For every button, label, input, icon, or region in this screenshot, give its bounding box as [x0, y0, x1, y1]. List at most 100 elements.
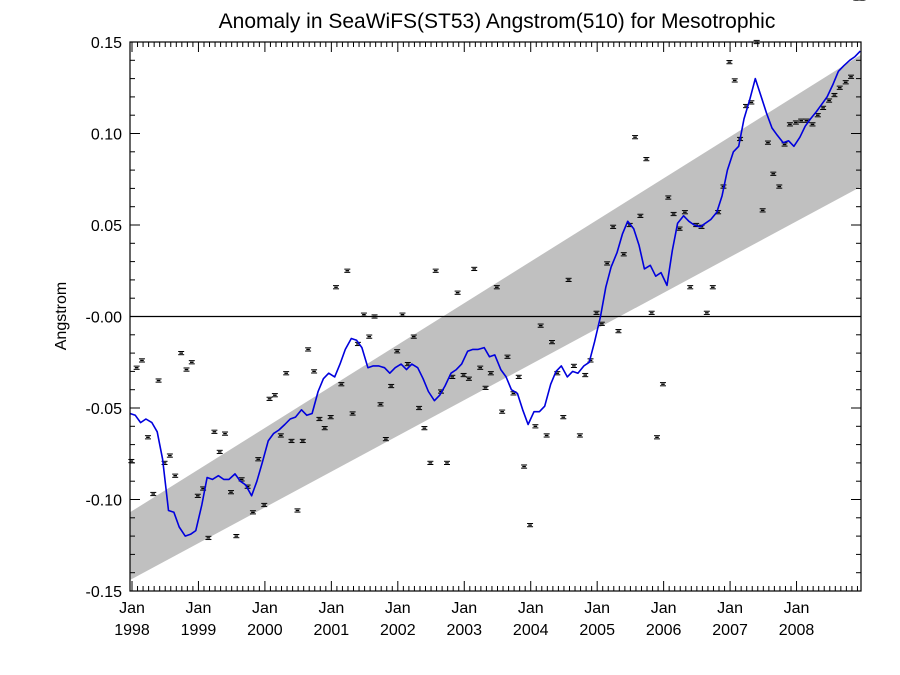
x-tick-label-year: 2001: [314, 622, 350, 639]
data-point: [560, 415, 567, 420]
data-point: [360, 312, 367, 317]
y-tick-label: -0.10: [86, 493, 123, 510]
data-point: [283, 371, 290, 376]
x-tick-label-month: Jan: [784, 600, 810, 617]
data-point: [620, 252, 627, 257]
x-tick-label-month: Jan: [451, 600, 477, 617]
data-point: [454, 290, 461, 295]
data-point: [316, 416, 323, 422]
data-point: [299, 438, 306, 444]
y-tick-label: 0.15: [91, 35, 122, 52]
data-point: [831, 92, 838, 98]
chart-title: Anomaly in SeaWiFS(ST53) Angstrom(510) f…: [219, 10, 776, 33]
data-point: [465, 376, 472, 381]
x-tick-label-year: 2000: [247, 622, 283, 639]
data-point: [786, 122, 793, 127]
data-point: [427, 460, 434, 465]
data-point: [382, 437, 389, 442]
x-tick-label-year: 2004: [513, 622, 549, 639]
smoothed-series-layer: [129, 50, 861, 537]
data-point: [809, 122, 816, 127]
data-point: [150, 491, 157, 497]
data-point: [388, 383, 395, 389]
y-tick-label: 0.05: [91, 218, 122, 235]
data-point: [548, 340, 555, 345]
data-point: [527, 523, 534, 528]
axes-layer: -0.15 -0.10 -0.05 -0.00 0.05 0.10 0.15 Jan 1998 J…: [86, 35, 862, 639]
data-point: [338, 382, 345, 387]
data-point: [333, 285, 340, 290]
data-point: [305, 347, 312, 352]
data-point: [703, 310, 710, 315]
data-point: [515, 374, 522, 379]
data-point: [565, 277, 572, 282]
y-tick-label: -0.00: [86, 310, 123, 327]
data-point: [255, 457, 262, 462]
data-point: [709, 285, 716, 290]
data-point: [288, 438, 295, 444]
data-point: [826, 98, 833, 103]
x-tick-label-year: 2002: [380, 622, 416, 639]
data-point: [249, 510, 256, 515]
smoothed-series-line: [129, 50, 861, 537]
data-point: [726, 60, 733, 65]
data-point: [261, 502, 268, 508]
data-point: [670, 211, 677, 217]
data-point: [604, 261, 611, 266]
y-axis-label: Angstrom: [53, 282, 70, 350]
data-point: [759, 208, 766, 213]
data-point: [653, 435, 660, 440]
data-point: [321, 426, 328, 431]
data-point: [172, 473, 179, 478]
data-point: [576, 433, 583, 438]
data-point: [144, 435, 151, 440]
data-point: [836, 85, 843, 90]
data-point: [482, 385, 489, 390]
y-tick-label: 0.10: [91, 127, 122, 144]
data-point: [570, 363, 577, 369]
data-point: [477, 365, 484, 370]
data-point: [327, 415, 334, 420]
data-point: [643, 157, 650, 162]
data-point: [228, 490, 235, 495]
data-point: [294, 508, 301, 513]
data-point: [178, 351, 185, 356]
data-point: [610, 224, 617, 229]
data-point: [593, 310, 600, 315]
data-point: [499, 409, 506, 414]
data-point: [188, 360, 195, 365]
x-tick-label-year: 1998: [114, 622, 150, 639]
x-tick-label-month: Jan: [186, 600, 212, 617]
data-point: [421, 426, 428, 431]
data-point: [311, 369, 318, 374]
x-tick-label-month: Jan: [385, 600, 411, 617]
data-point: [399, 312, 406, 317]
data-point: [842, 80, 849, 85]
data-point: [138, 358, 145, 363]
data-point: [416, 405, 423, 411]
data-point: [648, 310, 655, 315]
data-point: [681, 210, 688, 215]
x-tick-label-month: Jan: [518, 600, 544, 617]
data-point: [410, 334, 417, 339]
data-point: [271, 393, 278, 398]
data-point: [205, 535, 212, 541]
data-point: [377, 402, 384, 407]
x-tick-label-month: Jan: [252, 600, 278, 617]
data-point: [687, 285, 694, 290]
data-point: [792, 120, 799, 125]
data-point: [532, 424, 539, 429]
data-point: [155, 378, 162, 383]
data-point: [366, 334, 373, 339]
data-point: [344, 268, 351, 273]
data-point: [211, 429, 218, 434]
data-point: [166, 453, 173, 458]
x-tick-label-month: Jan: [584, 600, 610, 617]
data-point: [770, 171, 777, 176]
data-point: [665, 195, 672, 200]
data-point: [266, 396, 273, 401]
data-point: [521, 464, 528, 469]
data-point: [848, 74, 855, 79]
data-point: [133, 365, 140, 370]
